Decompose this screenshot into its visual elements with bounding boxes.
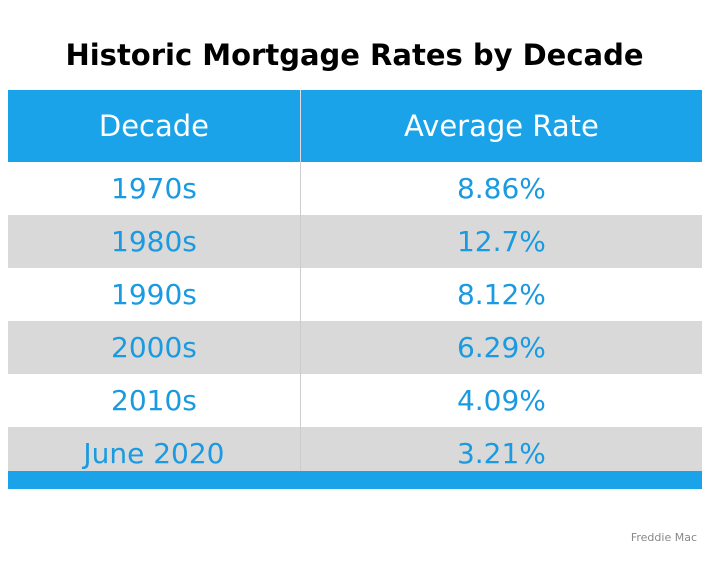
header-cell: Average Rate — [300, 90, 702, 162]
header-row: Decade Average Rate — [8, 90, 702, 162]
table-row: 1970s 8.86% — [8, 162, 702, 215]
table-cell: 2010s — [8, 374, 301, 427]
table-row: 1980s 12.7% — [8, 215, 702, 268]
table-cell: 12.7% — [300, 215, 702, 268]
rates-table: Decade Average Rate 1970s 8.86% 1980s 12.7% 1… — [8, 90, 702, 480]
table-cell: 1970s — [8, 162, 301, 215]
title: Historic Mortgage Rates by Decade — [65, 38, 644, 72]
table-cell: 6.29% — [300, 321, 702, 374]
footer-bar — [8, 471, 702, 489]
table-cell: 2000s — [8, 321, 301, 374]
table-cell: 1990s — [8, 268, 301, 321]
header-cell: Decade — [8, 90, 301, 162]
table-row: 2000s 6.29% — [8, 321, 702, 374]
table-cell: 1980s — [8, 215, 301, 268]
table-row: 2010s 4.09% — [8, 374, 702, 427]
source: Freddie Mac — [630, 531, 697, 544]
table-row: 1990s 8.12% — [8, 268, 702, 321]
table-cell: 4.09% — [456, 384, 546, 417]
table-cell: 8.12% — [456, 278, 546, 311]
table-cell: 8.86% — [456, 172, 546, 205]
